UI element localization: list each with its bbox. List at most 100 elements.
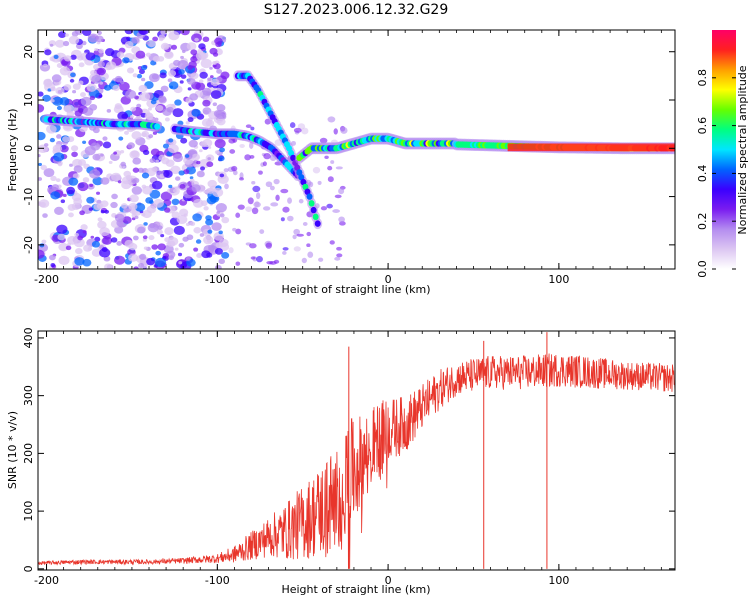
noise-blob [141,77,146,82]
noise-blob [244,154,251,161]
noise-blob [194,37,199,42]
noise-blob [174,99,182,106]
noise-blob [170,165,181,175]
noise-blob [334,194,342,199]
noise-blob [82,140,87,144]
noise-blob [96,199,102,205]
noise-blob [82,258,92,267]
noise-blob [53,54,59,60]
noise-blob [91,240,100,248]
noise-blob [280,188,289,194]
noise-blob [133,266,139,269]
trace-point [312,213,319,221]
noise-blob [128,202,138,211]
noise-blob [270,202,279,207]
noise-blob [219,213,225,218]
noise-blob [161,157,170,165]
noise-blob [146,205,157,214]
noise-blob [50,191,61,200]
noise-blob [282,247,289,251]
noise-blob [47,88,52,92]
noise-blob [245,206,253,212]
noise-blob [42,213,48,218]
noise-blob [263,153,271,160]
noise-blob [185,121,190,125]
noise-blob [91,74,102,84]
trace-point [154,123,161,130]
noise-blob [152,55,161,63]
noise-blob [124,130,129,135]
noise-blob [207,179,217,188]
noise-blob [191,109,201,117]
noise-blob [62,40,70,47]
noise-blob [113,151,118,155]
noise-blob [195,239,202,244]
noise-blob [90,69,97,76]
noise-blob [56,63,63,69]
noise-blob [134,202,146,212]
noise-blob [137,226,146,234]
noise-blob [43,168,55,178]
noise-blob [71,151,78,158]
noise-blob [296,233,304,237]
noise-blob [64,55,72,62]
noise-blob [70,54,77,60]
noise-blob [131,186,143,195]
noise-blob [149,158,156,163]
noise-blob [280,217,285,222]
noise-blob [89,183,94,187]
noise-blob [174,247,179,251]
noise-blob [221,252,230,259]
noise-blob [151,244,159,250]
noise-blob [80,96,92,106]
noise-blob [145,52,152,57]
noise-blob [77,235,84,241]
noise-blob [46,124,57,134]
noise-blob [131,131,142,140]
noise-blob [205,218,214,226]
noise-blob [167,78,173,83]
noise-blob [187,87,192,91]
noise-blob [162,143,170,149]
colorbar-bar [712,30,736,269]
colorbar-label: Normalized spectral amplitude [736,65,749,234]
noise-blob [180,137,188,144]
noise-blob [212,52,219,57]
trace-point [314,220,321,227]
noise-blob [56,134,62,139]
noise-blob [235,261,241,266]
noise-blob [318,257,324,262]
noise-blob [189,93,199,101]
noise-blob [86,83,97,92]
noise-blob [114,103,122,110]
noise-blob [111,193,118,200]
noise-blob [116,241,123,246]
snr-series-line [38,353,675,569]
noise-blob [94,47,99,52]
noise-blob [306,243,311,248]
spectrogram-xtick-label: 0 [385,273,392,286]
noise-blob [85,52,96,61]
noise-blob [282,250,287,255]
snr-ytick-label: 300 [22,385,35,406]
noise-blob [185,222,190,227]
noise-blob [266,261,273,265]
noise-blob [75,247,83,255]
noise-blob [82,230,87,234]
noise-blob [306,231,312,237]
noise-blob [130,150,139,158]
noise-blob [56,105,62,111]
noise-blob [55,178,61,183]
noise-blob [191,184,201,192]
noise-blob [289,122,296,129]
noise-blob [265,181,273,188]
noise-blob [114,75,123,83]
snr-xtick-label: 100 [548,574,569,587]
noise-blob [168,138,174,143]
noise-blob [250,126,255,131]
noise-blob [98,53,104,58]
noise-blob [137,167,144,173]
noise-blob [186,42,197,51]
noise-blob [173,59,181,67]
